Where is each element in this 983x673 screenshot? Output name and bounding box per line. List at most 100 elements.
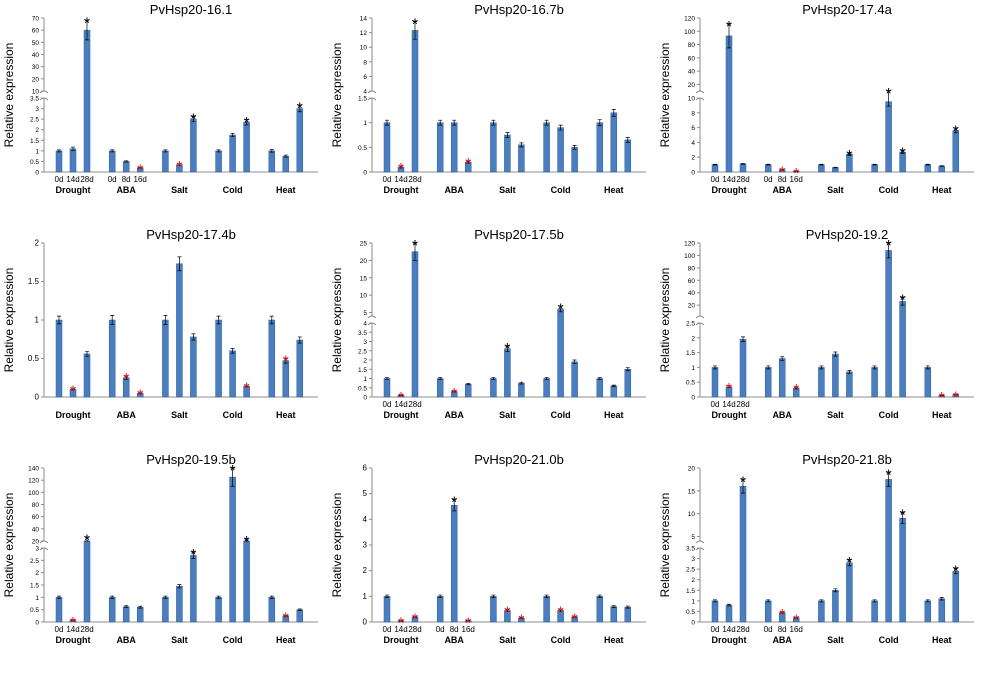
bar <box>383 596 391 623</box>
chart-panel: PvHsp20-21.8b Relative expression 0 0.5 1 1.5… <box>658 452 974 645</box>
bar-label: 28d <box>408 625 421 634</box>
significance-star: * <box>846 148 852 165</box>
error-bar <box>399 620 403 622</box>
y-tick-label: 2.5 <box>686 321 695 328</box>
error-bar <box>544 119 549 126</box>
bar-label: 0d <box>383 175 392 184</box>
significance-star: * <box>137 387 143 404</box>
error-bar <box>819 365 824 370</box>
y-tick-label: 4 <box>363 89 367 96</box>
error-bar <box>466 382 471 386</box>
error-bar <box>163 595 168 599</box>
y-tick-label: 0.5 <box>686 609 695 616</box>
y-tick-label: 120 <box>684 16 695 23</box>
y-tick-label: 14 <box>360 16 368 23</box>
bar-label: 8d <box>122 175 131 184</box>
significance-star: * <box>885 468 891 485</box>
y-tick-label: 20 <box>688 303 696 310</box>
significance-star: * <box>190 112 196 129</box>
bar <box>725 35 733 173</box>
error-bar <box>177 256 182 272</box>
error-bar <box>953 127 958 134</box>
y-tick-label: 2 <box>35 127 39 134</box>
group-label: Salt <box>499 635 516 645</box>
bar <box>610 606 618 623</box>
error-bar <box>216 149 221 153</box>
y-tick-label: 1.5 <box>686 350 695 357</box>
y-tick-label: 1 <box>691 598 695 605</box>
y-tick-label: 8 <box>691 110 695 117</box>
y-tick-label: 1 <box>363 376 367 383</box>
error-bar <box>900 512 905 525</box>
error-bar <box>491 119 496 126</box>
error-bar <box>939 394 944 397</box>
group-label: Cold <box>879 185 899 195</box>
bar-label: 0d <box>711 400 720 409</box>
error-bar <box>85 20 89 41</box>
bar <box>518 144 525 173</box>
significance-star: * <box>297 100 303 117</box>
bar <box>571 361 578 398</box>
bar <box>543 596 550 623</box>
bar <box>899 517 906 623</box>
error-bar <box>413 242 417 261</box>
error-bar <box>177 163 182 166</box>
significance-star: * <box>451 386 457 403</box>
error-bar <box>216 315 221 325</box>
bar <box>739 163 747 173</box>
chart-panel: PvHsp20-16.1 Relative expression 0 0.5 1 1.5 2… <box>2 2 318 195</box>
bar <box>55 150 63 173</box>
group-label: Salt <box>171 185 188 195</box>
y-tick-label: 100 <box>684 253 695 260</box>
significance-star: * <box>793 612 799 629</box>
error-bar <box>847 559 852 567</box>
y-tick-label: 40 <box>32 526 40 533</box>
significance-star: * <box>70 384 76 401</box>
bar <box>725 604 733 623</box>
chart-panel: PvHsp20-17.5b Relative expression 0 0.5 1 1.5… <box>330 227 646 420</box>
significance-star: * <box>229 463 235 480</box>
group-label: ABA <box>772 185 792 195</box>
y-tick-label: 1.5 <box>30 138 39 145</box>
error-bar <box>110 315 115 325</box>
y-tick-label: 2.5 <box>30 558 39 565</box>
bar <box>229 476 236 623</box>
significance-star: * <box>557 301 563 318</box>
bar-label: 0d <box>55 625 64 634</box>
error-bar <box>124 375 129 380</box>
y-tick-label: 5 <box>363 489 368 498</box>
bar <box>383 122 391 173</box>
significance-star: * <box>504 341 510 358</box>
bar <box>296 339 304 398</box>
bar-label: 0d <box>383 625 392 634</box>
group-label: Heat <box>276 185 296 195</box>
y-tick-label: 0 <box>35 620 39 627</box>
significance-star: * <box>779 165 785 182</box>
y-tick-label: 10 <box>32 89 40 96</box>
error-bar <box>611 108 616 117</box>
group-label: Salt <box>499 185 516 195</box>
significance-star: * <box>779 607 785 624</box>
bar <box>832 353 839 398</box>
bar <box>215 150 222 173</box>
y-tick-label: 25 <box>360 241 368 248</box>
bar <box>436 122 444 173</box>
group-label: ABA <box>116 635 136 645</box>
bar-label: 14d <box>394 400 407 409</box>
group-label: ABA <box>116 410 136 420</box>
error-bar <box>230 348 235 354</box>
y-tick-label: 10 <box>360 293 368 300</box>
error-bar <box>505 132 510 138</box>
error-bar <box>413 21 417 40</box>
error-bar <box>466 620 471 622</box>
y-tick-label: 60 <box>688 278 696 285</box>
y-tick-label: 120 <box>684 241 695 248</box>
error-bar <box>741 479 745 494</box>
group-label: Drought <box>56 185 91 195</box>
error-bar <box>713 163 717 166</box>
bar <box>450 122 458 173</box>
bar-label: 0d <box>55 175 64 184</box>
error-bar <box>625 137 630 143</box>
error-bar <box>625 367 630 372</box>
bar-label: 16d <box>790 625 803 634</box>
